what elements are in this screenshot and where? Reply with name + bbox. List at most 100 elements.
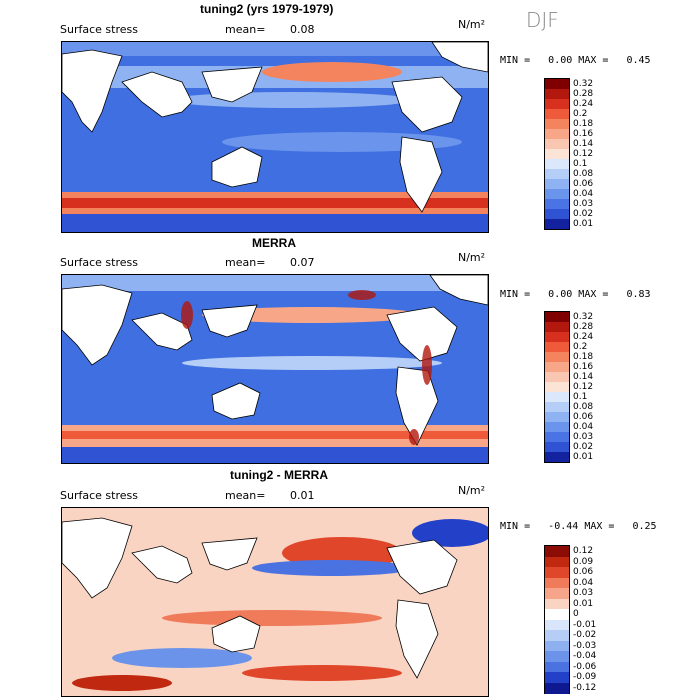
colorbar-tick-label: 0.14: [573, 139, 594, 149]
colorbar-tick-label: 0.32: [573, 312, 594, 322]
panel-2-max-label: MAX =: [578, 289, 609, 300]
colorbar-tick-label: 0.1: [573, 392, 588, 402]
panel-1-units: N/m²: [458, 18, 486, 31]
colorbar-tick-label: 0.2: [573, 109, 588, 119]
panel-1-map-svg: [62, 42, 488, 232]
colorbar-swatch: [545, 342, 569, 352]
colorbar-tick-label: -0.04: [573, 651, 597, 662]
colorbar-tick-label: 0.06: [573, 412, 594, 422]
colorbar-swatch: [545, 209, 569, 219]
colorbar-tick-label: -0.09: [573, 672, 597, 683]
colorbar-tick-label: 0.24: [573, 332, 594, 342]
colorbar-swatch: [545, 129, 569, 139]
panel-3-mean-value: 0.01: [290, 489, 315, 502]
panel-2-colorbar: 0.32 0.28 0.24 0.2 0.18 0.16 0.14 0.12 0.1 0.08 0.…: [544, 311, 593, 463]
panel-3-field-label: Surface stress: [60, 489, 138, 502]
colorbar-swatch: [545, 372, 569, 382]
colorbar-swatch: [545, 452, 569, 462]
colorbar-swatch: [545, 312, 569, 322]
colorbar-tick-label: 0.01: [573, 452, 594, 462]
colorbar-swatch: [545, 556, 569, 568]
colorbar-tick-label: 0.18: [573, 352, 594, 362]
colorbar-tick-label: 0.04: [573, 422, 594, 432]
panel-3-mean-label: mean=: [225, 489, 266, 502]
colorbar-tick-label: -0.03: [573, 640, 597, 651]
colorbar-swatch: [545, 412, 569, 422]
panel-3-map-svg: [62, 508, 488, 696]
colorbar-swatch: [545, 99, 569, 109]
panel-2-mean-label: mean=: [225, 256, 266, 269]
colorbar-tick-label: 0.2: [573, 342, 588, 352]
colorbar-tick-label: 0.02: [573, 442, 594, 452]
panel-2-field-label: Surface stress: [60, 256, 138, 269]
colorbar-tick-label: -0.02: [573, 630, 597, 641]
colorbar-swatch: [545, 619, 569, 631]
colorbar-tick-label: 0.14: [573, 372, 594, 382]
panel-2-units: N/m²: [458, 251, 486, 264]
colorbar-swatch: [545, 169, 569, 179]
colorbar-tick-label: 0.32: [573, 79, 594, 89]
panel-2-min-label: MIN =: [500, 289, 531, 300]
colorbar-tick-label: 0.12: [573, 546, 594, 557]
colorbar-tick-label: 0.02: [573, 209, 594, 219]
panel-1-max-label: MAX =: [578, 55, 609, 66]
colorbar-swatch: [545, 149, 569, 159]
colorbar-swatch: [545, 119, 569, 129]
colorbar-tick-label: 0.24: [573, 99, 594, 109]
colorbar-tick-label: 0.06: [573, 179, 594, 189]
colorbar-swatch: [545, 640, 569, 652]
colorbar-swatch: [545, 332, 569, 342]
colorbar-swatch: [545, 322, 569, 332]
colorbar-swatch: [545, 588, 569, 599]
colorbar-swatch: [545, 630, 569, 641]
panel-2-title: MERRA: [252, 236, 296, 250]
colorbar-tick-label: 0.08: [573, 402, 594, 412]
colorbar-swatch: [545, 567, 569, 578]
panel-3-min-value: -0.44: [548, 521, 579, 532]
colorbar-swatch: [545, 392, 569, 402]
panel-1-max-value: 0.45: [626, 55, 651, 66]
panel-1-minmax: MIN = 0.00 MAX = 0.45: [500, 55, 651, 66]
colorbar-tick-label: 0.28: [573, 322, 594, 332]
colorbar-swatch: [545, 661, 569, 673]
panel-1-min-label: MIN =: [500, 55, 531, 66]
colorbar-tick-label: 0.09: [573, 556, 594, 567]
panel-2-min-value: 0.00: [548, 289, 573, 300]
panel-3-colorbar: 0.12 0.09 0.06 0.04 0.03 0.01 0 -0.01 -0.02 -0.03…: [544, 545, 596, 694]
colorbar-tick-label: 0.18: [573, 119, 594, 129]
colorbar-tick-label: 0.03: [573, 588, 594, 599]
panel-2-map-svg: [62, 275, 488, 463]
panel-1-mean-value: 0.08: [290, 23, 315, 36]
colorbar-swatch: [545, 609, 569, 620]
panel-3-units: N/m²: [458, 484, 486, 497]
colorbar-swatch: [545, 422, 569, 432]
panel-2-mean-value: 0.07: [290, 256, 315, 269]
colorbar-swatch: [545, 442, 569, 452]
colorbar-swatch: [545, 651, 569, 662]
colorbar-tick-label: 0.03: [573, 199, 594, 209]
panel-1-mean-label: mean=: [225, 23, 266, 36]
colorbar-tick-label: 0.01: [573, 219, 594, 229]
colorbar-swatch: [545, 219, 569, 229]
panel-1-min-value: 0.00: [548, 55, 573, 66]
colorbar-swatch: [545, 139, 569, 149]
colorbar-swatch: [545, 179, 569, 189]
colorbar-tick-label: 0.1: [573, 159, 588, 169]
colorbar-swatch: [545, 598, 569, 610]
colorbar-swatch: [545, 362, 569, 372]
colorbar-tick-label: 0.01: [573, 598, 594, 609]
colorbar-tick-label: 0.06: [573, 567, 594, 578]
colorbar-tick-label: 0.04: [573, 577, 594, 588]
colorbar-swatch: [545, 672, 569, 683]
colorbar-swatch: [545, 189, 569, 199]
colorbar-swatch: [545, 402, 569, 412]
colorbar-tick-label: -0.12: [573, 682, 597, 693]
colorbar-tick-label: 0.12: [573, 382, 594, 392]
colorbar-swatch: [545, 546, 569, 557]
colorbar-tick-label: 0.16: [573, 362, 594, 372]
panel-1-map: [61, 41, 489, 233]
colorbar-tick-label: 0.03: [573, 432, 594, 442]
colorbar-swatch: [545, 89, 569, 99]
colorbar-tick-label: -0.06: [573, 661, 597, 672]
colorbar-tick-label: 0.28: [573, 89, 594, 99]
